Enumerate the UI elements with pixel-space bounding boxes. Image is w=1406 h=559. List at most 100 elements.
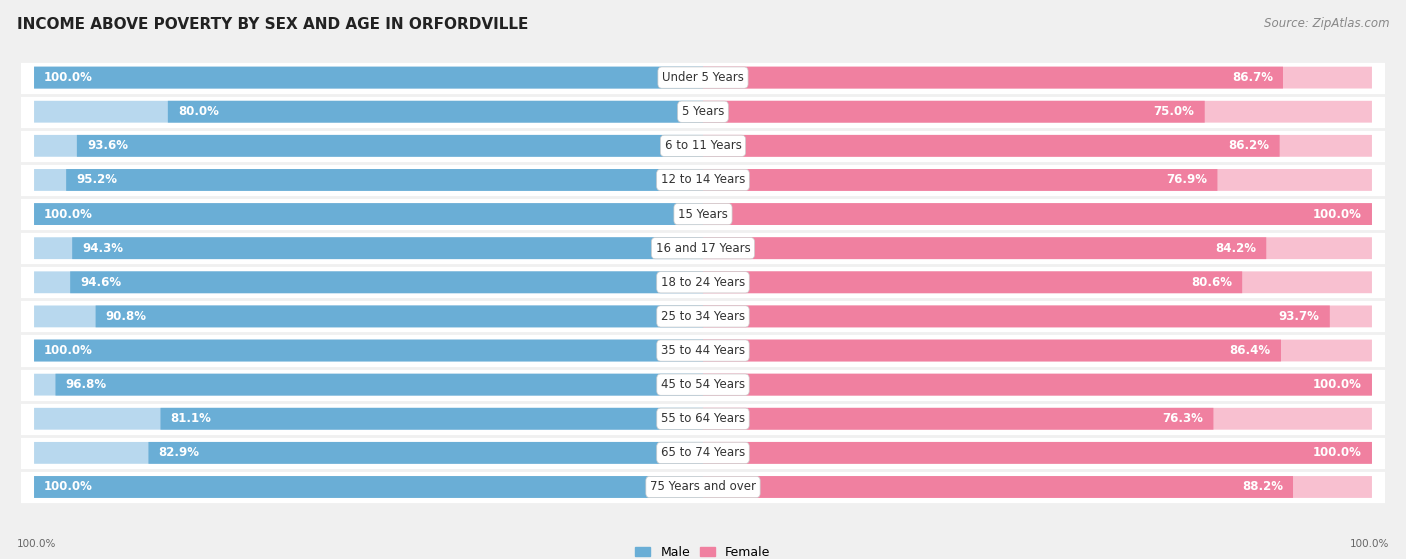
- Legend: Male, Female: Male, Female: [630, 541, 776, 559]
- Text: 76.9%: 76.9%: [1167, 173, 1208, 187]
- FancyBboxPatch shape: [703, 101, 1372, 122]
- FancyBboxPatch shape: [34, 67, 703, 88]
- FancyBboxPatch shape: [703, 408, 1213, 430]
- FancyBboxPatch shape: [703, 169, 1372, 191]
- FancyBboxPatch shape: [34, 476, 703, 498]
- Text: 86.4%: 86.4%: [1230, 344, 1271, 357]
- FancyBboxPatch shape: [34, 408, 703, 430]
- Text: 100.0%: 100.0%: [1313, 207, 1362, 221]
- FancyBboxPatch shape: [34, 442, 703, 464]
- Text: 45 to 54 Years: 45 to 54 Years: [661, 378, 745, 391]
- FancyBboxPatch shape: [21, 300, 1385, 334]
- FancyBboxPatch shape: [34, 101, 703, 122]
- FancyBboxPatch shape: [21, 436, 1385, 470]
- Text: 16 and 17 Years: 16 and 17 Years: [655, 241, 751, 255]
- FancyBboxPatch shape: [77, 135, 703, 157]
- Text: 55 to 64 Years: 55 to 64 Years: [661, 412, 745, 425]
- FancyBboxPatch shape: [34, 203, 703, 225]
- FancyBboxPatch shape: [703, 67, 1284, 88]
- FancyBboxPatch shape: [703, 135, 1279, 157]
- Text: 18 to 24 Years: 18 to 24 Years: [661, 276, 745, 289]
- Text: 94.6%: 94.6%: [80, 276, 121, 289]
- FancyBboxPatch shape: [21, 163, 1385, 197]
- Text: 93.7%: 93.7%: [1279, 310, 1320, 323]
- FancyBboxPatch shape: [55, 374, 703, 396]
- FancyBboxPatch shape: [703, 374, 1372, 396]
- Text: 90.8%: 90.8%: [105, 310, 146, 323]
- Text: Under 5 Years: Under 5 Years: [662, 71, 744, 84]
- FancyBboxPatch shape: [703, 169, 1218, 191]
- FancyBboxPatch shape: [34, 374, 703, 396]
- FancyBboxPatch shape: [21, 197, 1385, 231]
- Text: 75.0%: 75.0%: [1154, 105, 1195, 118]
- Text: 82.9%: 82.9%: [159, 447, 200, 459]
- Text: 100.0%: 100.0%: [17, 539, 56, 549]
- FancyBboxPatch shape: [703, 271, 1241, 293]
- FancyBboxPatch shape: [167, 101, 703, 122]
- FancyBboxPatch shape: [703, 374, 1372, 396]
- FancyBboxPatch shape: [703, 442, 1372, 464]
- FancyBboxPatch shape: [703, 203, 1372, 225]
- FancyBboxPatch shape: [703, 408, 1372, 430]
- FancyBboxPatch shape: [34, 237, 703, 259]
- Text: 100.0%: 100.0%: [1313, 447, 1362, 459]
- FancyBboxPatch shape: [21, 265, 1385, 300]
- Text: 100.0%: 100.0%: [1350, 539, 1389, 549]
- FancyBboxPatch shape: [72, 237, 703, 259]
- FancyBboxPatch shape: [70, 271, 703, 293]
- FancyBboxPatch shape: [21, 129, 1385, 163]
- FancyBboxPatch shape: [703, 306, 1330, 328]
- Text: 96.8%: 96.8%: [66, 378, 107, 391]
- FancyBboxPatch shape: [703, 340, 1372, 362]
- Text: 100.0%: 100.0%: [44, 344, 93, 357]
- FancyBboxPatch shape: [34, 169, 703, 191]
- Text: 94.3%: 94.3%: [83, 241, 124, 255]
- FancyBboxPatch shape: [703, 340, 1281, 362]
- FancyBboxPatch shape: [34, 340, 703, 362]
- FancyBboxPatch shape: [21, 402, 1385, 436]
- FancyBboxPatch shape: [703, 101, 1205, 122]
- Text: 100.0%: 100.0%: [1313, 378, 1362, 391]
- FancyBboxPatch shape: [34, 135, 703, 157]
- Text: 5 Years: 5 Years: [682, 105, 724, 118]
- FancyBboxPatch shape: [66, 169, 703, 191]
- FancyBboxPatch shape: [703, 306, 1372, 328]
- Text: 6 to 11 Years: 6 to 11 Years: [665, 139, 741, 153]
- FancyBboxPatch shape: [149, 442, 703, 464]
- FancyBboxPatch shape: [703, 67, 1372, 88]
- Text: 65 to 74 Years: 65 to 74 Years: [661, 447, 745, 459]
- Text: 88.2%: 88.2%: [1241, 481, 1282, 494]
- Text: 86.2%: 86.2%: [1229, 139, 1270, 153]
- FancyBboxPatch shape: [703, 476, 1294, 498]
- Text: 80.0%: 80.0%: [179, 105, 219, 118]
- Text: 75 Years and over: 75 Years and over: [650, 481, 756, 494]
- FancyBboxPatch shape: [21, 94, 1385, 129]
- FancyBboxPatch shape: [703, 135, 1372, 157]
- Text: 15 Years: 15 Years: [678, 207, 728, 221]
- Text: 12 to 14 Years: 12 to 14 Years: [661, 173, 745, 187]
- FancyBboxPatch shape: [34, 271, 703, 293]
- Text: 80.6%: 80.6%: [1191, 276, 1232, 289]
- FancyBboxPatch shape: [21, 470, 1385, 504]
- Text: 81.1%: 81.1%: [170, 412, 211, 425]
- Text: INCOME ABOVE POVERTY BY SEX AND AGE IN ORFORDVILLE: INCOME ABOVE POVERTY BY SEX AND AGE IN O…: [17, 17, 529, 32]
- FancyBboxPatch shape: [703, 271, 1372, 293]
- Text: Source: ZipAtlas.com: Source: ZipAtlas.com: [1264, 17, 1389, 30]
- FancyBboxPatch shape: [21, 334, 1385, 368]
- Text: 93.6%: 93.6%: [87, 139, 128, 153]
- FancyBboxPatch shape: [34, 476, 703, 498]
- FancyBboxPatch shape: [96, 306, 703, 328]
- Text: 25 to 34 Years: 25 to 34 Years: [661, 310, 745, 323]
- FancyBboxPatch shape: [21, 231, 1385, 265]
- FancyBboxPatch shape: [34, 306, 703, 328]
- Text: 100.0%: 100.0%: [44, 71, 93, 84]
- Text: 35 to 44 Years: 35 to 44 Years: [661, 344, 745, 357]
- Text: 84.2%: 84.2%: [1215, 241, 1256, 255]
- FancyBboxPatch shape: [703, 237, 1267, 259]
- FancyBboxPatch shape: [703, 237, 1372, 259]
- Text: 100.0%: 100.0%: [44, 207, 93, 221]
- FancyBboxPatch shape: [703, 203, 1372, 225]
- Text: 100.0%: 100.0%: [44, 481, 93, 494]
- Text: 86.7%: 86.7%: [1232, 71, 1272, 84]
- FancyBboxPatch shape: [21, 368, 1385, 402]
